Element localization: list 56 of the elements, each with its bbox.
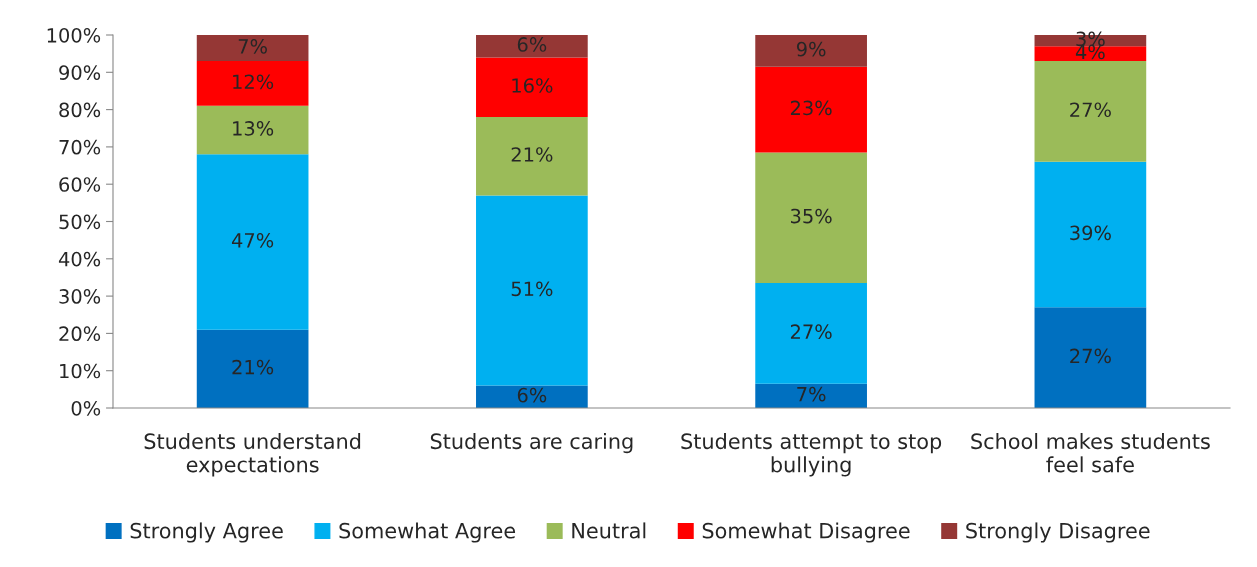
legend-label: Somewhat Agree xyxy=(339,522,516,543)
data-label: 13% xyxy=(233,121,274,136)
data-label: 21% xyxy=(511,147,553,162)
y-tick-label: 70% xyxy=(59,139,101,155)
y-tick-label: 40% xyxy=(58,251,101,267)
x-tick-label: Students are caring xyxy=(430,433,633,454)
bar xyxy=(476,57,588,118)
legend-label: Somewhat Disagree xyxy=(702,522,910,543)
y-tick-label: 50% xyxy=(59,214,101,230)
data-label: 6% xyxy=(517,387,547,403)
x-tick-label: Students attempt to stop bullying xyxy=(681,433,942,477)
bar xyxy=(196,105,309,155)
data-label: 39% xyxy=(1070,225,1111,241)
y-tick-label: 60% xyxy=(59,177,101,192)
bar xyxy=(476,117,588,196)
bar xyxy=(476,35,588,58)
y-tick-label: 30% xyxy=(59,289,101,304)
legend-label: Strongly Agree xyxy=(130,522,283,543)
data-label: 27% xyxy=(1070,102,1111,118)
bar xyxy=(196,329,309,408)
bar xyxy=(755,152,867,284)
y-tick-label: 20% xyxy=(59,326,101,342)
data-label: 35% xyxy=(791,208,832,224)
data-label: 27% xyxy=(1070,348,1111,364)
y-tick-label: 0% xyxy=(71,400,101,416)
bar xyxy=(755,35,867,67)
bar xyxy=(1034,307,1147,408)
data-label: 7% xyxy=(797,386,826,402)
data-label: 27% xyxy=(790,324,832,340)
data-label: 51% xyxy=(511,281,553,297)
y-tick-label: 80% xyxy=(59,102,101,118)
data-label: 9% xyxy=(796,41,826,57)
data-label: 12% xyxy=(233,74,274,90)
bar xyxy=(755,66,867,153)
data-label: 7% xyxy=(238,38,267,54)
bar xyxy=(755,283,867,384)
x-tick-label: School makes students feel safe xyxy=(971,433,1210,473)
bar xyxy=(196,61,309,106)
legend-label: Strongly Disagree xyxy=(966,522,1150,543)
y-tick-label: 90% xyxy=(59,65,101,80)
data-label: 6% xyxy=(517,37,547,52)
bar xyxy=(1034,46,1147,62)
y-tick-label: 100% xyxy=(47,27,101,43)
bar xyxy=(1034,61,1147,162)
data-label: 47% xyxy=(231,232,274,248)
bar xyxy=(196,154,309,330)
data-label: 21% xyxy=(232,359,274,375)
data-label: 16% xyxy=(512,78,553,93)
bar xyxy=(755,383,867,408)
legend-label: Neutral xyxy=(572,522,646,539)
x-tick-label: Students understand expectations xyxy=(144,433,361,477)
data-label: 23% xyxy=(790,100,832,116)
bar xyxy=(476,195,588,386)
y-tick-label: 10% xyxy=(60,363,101,379)
bar xyxy=(1034,161,1147,308)
bar xyxy=(196,35,309,62)
